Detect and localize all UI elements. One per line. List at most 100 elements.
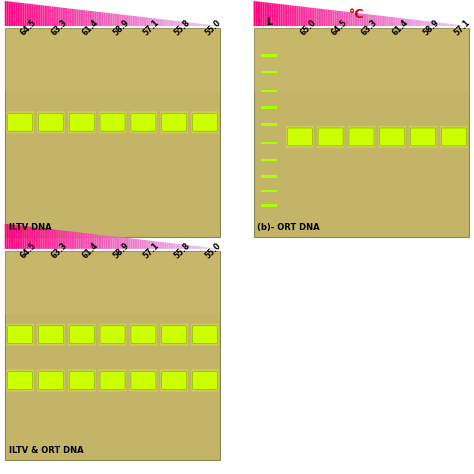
Polygon shape [458,25,460,26]
Polygon shape [87,10,89,26]
Polygon shape [68,231,69,249]
FancyBboxPatch shape [162,113,187,131]
Polygon shape [417,20,419,26]
Polygon shape [150,241,152,249]
Polygon shape [59,230,61,249]
Bar [5,28,220,237]
Polygon shape [170,20,172,26]
Polygon shape [442,23,444,26]
Polygon shape [25,226,27,249]
Polygon shape [154,18,155,26]
Text: 64.5: 64.5 [18,240,38,260]
FancyBboxPatch shape [6,111,34,133]
Polygon shape [322,9,324,26]
Polygon shape [164,242,166,249]
Polygon shape [93,234,95,249]
FancyBboxPatch shape [99,370,127,392]
FancyBboxPatch shape [68,324,96,346]
Polygon shape [105,236,107,249]
Polygon shape [41,228,43,249]
Polygon shape [455,24,456,26]
Polygon shape [28,227,30,249]
Polygon shape [308,7,310,26]
Polygon shape [71,9,73,26]
Polygon shape [10,224,12,249]
Polygon shape [378,15,379,26]
FancyBboxPatch shape [191,111,219,133]
Polygon shape [159,242,161,249]
Polygon shape [273,3,275,26]
Polygon shape [35,228,37,249]
Polygon shape [96,12,98,26]
Bar [5,251,220,460]
Polygon shape [32,227,34,249]
Polygon shape [381,16,383,26]
Polygon shape [66,8,68,26]
FancyBboxPatch shape [160,370,188,392]
Polygon shape [102,235,104,249]
Text: 55.8: 55.8 [173,240,192,260]
FancyBboxPatch shape [349,128,374,146]
Text: 57.1: 57.1 [142,18,161,37]
Polygon shape [272,3,273,26]
Polygon shape [12,225,14,249]
Polygon shape [7,1,9,26]
Polygon shape [69,231,71,249]
Bar [261,90,277,92]
Polygon shape [426,21,428,26]
Polygon shape [118,237,120,249]
Polygon shape [134,16,136,26]
Polygon shape [424,21,426,26]
Polygon shape [136,239,138,249]
Polygon shape [182,245,184,249]
Polygon shape [344,11,345,26]
Polygon shape [311,8,313,26]
Polygon shape [113,237,114,249]
Polygon shape [34,4,35,26]
Bar [254,28,469,237]
Polygon shape [462,25,464,26]
Polygon shape [39,5,41,26]
Polygon shape [109,236,111,249]
Polygon shape [87,233,89,249]
Polygon shape [193,23,195,26]
Polygon shape [365,14,367,26]
Polygon shape [202,247,204,249]
Polygon shape [114,237,116,249]
Polygon shape [293,6,295,26]
Polygon shape [27,226,28,249]
Text: 64.5: 64.5 [18,18,38,37]
Text: 55.8: 55.8 [173,18,192,37]
Polygon shape [107,13,109,26]
FancyBboxPatch shape [100,372,125,390]
Polygon shape [288,5,290,26]
Polygon shape [89,234,91,249]
Polygon shape [268,3,270,26]
FancyBboxPatch shape [191,370,219,392]
Polygon shape [28,4,30,26]
Polygon shape [379,16,381,26]
Polygon shape [35,5,37,26]
Polygon shape [98,12,100,26]
Polygon shape [143,17,145,26]
Text: L: L [266,18,272,27]
Text: 58.9: 58.9 [421,18,441,37]
Text: 63.3: 63.3 [49,18,69,37]
Polygon shape [77,232,78,249]
Polygon shape [95,234,96,249]
Polygon shape [95,11,96,26]
Polygon shape [147,240,148,249]
Polygon shape [388,17,390,26]
Polygon shape [75,9,77,26]
Bar [5,28,220,91]
Polygon shape [68,8,69,26]
FancyBboxPatch shape [160,111,188,133]
Polygon shape [254,1,255,26]
Polygon shape [86,233,87,249]
Polygon shape [270,3,272,26]
FancyBboxPatch shape [317,126,345,148]
Polygon shape [30,227,32,249]
Polygon shape [155,18,157,26]
Bar [261,190,277,192]
Polygon shape [324,9,326,26]
